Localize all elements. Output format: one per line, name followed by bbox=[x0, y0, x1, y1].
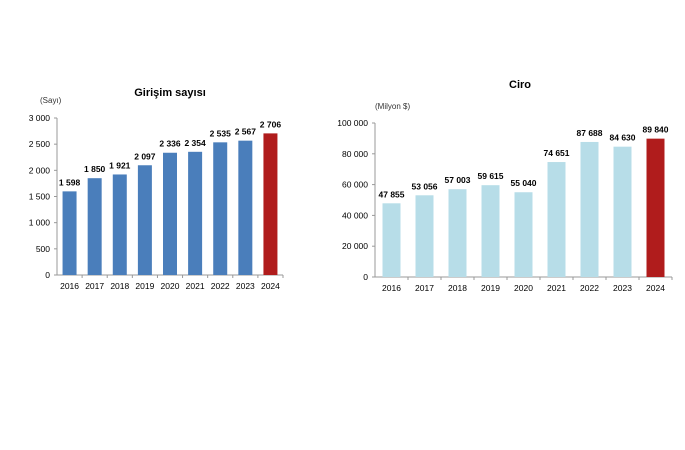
data-label: 57 003 bbox=[445, 175, 471, 185]
bar-2019 bbox=[137, 165, 152, 275]
y-axis-label: (Sayı) bbox=[40, 96, 62, 105]
bar-2023 bbox=[238, 140, 253, 275]
chart-title: Girişim sayısı bbox=[134, 87, 206, 99]
y-tick-label: 1 500 bbox=[29, 192, 51, 202]
x-tick-label: 2022 bbox=[211, 281, 230, 291]
bar-2021 bbox=[547, 162, 566, 277]
data-label: 89 840 bbox=[643, 125, 669, 135]
x-tick-label: 2019 bbox=[135, 281, 154, 291]
x-tick-label: 2019 bbox=[481, 283, 500, 293]
y-tick-label: 100 000 bbox=[337, 118, 368, 128]
x-tick-label: 2018 bbox=[110, 281, 129, 291]
y-tick-label: 3 000 bbox=[29, 113, 51, 123]
data-label: 2 097 bbox=[134, 151, 156, 161]
data-label: 2 567 bbox=[235, 127, 257, 137]
data-label: 53 056 bbox=[412, 181, 438, 191]
bar-2016 bbox=[62, 191, 77, 275]
data-label: 55 040 bbox=[511, 178, 537, 188]
y-tick-label: 80 000 bbox=[342, 149, 368, 159]
x-tick-label: 2023 bbox=[613, 283, 632, 293]
bar-2017 bbox=[415, 195, 434, 277]
y-tick-label: 0 bbox=[45, 270, 50, 280]
bar-2018 bbox=[448, 189, 467, 277]
bar-2017 bbox=[87, 178, 102, 275]
data-label: 2 535 bbox=[210, 128, 232, 138]
bar-2024 bbox=[263, 133, 278, 275]
x-tick-label: 2024 bbox=[646, 283, 665, 293]
data-label: 1 598 bbox=[59, 177, 81, 187]
x-tick-label: 2016 bbox=[382, 283, 401, 293]
data-label: 59 615 bbox=[478, 171, 504, 181]
data-label: 47 855 bbox=[379, 189, 405, 199]
data-label: 87 688 bbox=[577, 128, 603, 138]
bar-2023 bbox=[613, 146, 632, 277]
x-tick-label: 2017 bbox=[415, 283, 434, 293]
chart-title: Ciro bbox=[509, 79, 531, 91]
x-tick-label: 2020 bbox=[161, 281, 180, 291]
x-tick-label: 2023 bbox=[236, 281, 255, 291]
y-tick-label: 500 bbox=[36, 244, 50, 254]
bar-2022 bbox=[580, 141, 599, 277]
data-label: 84 630 bbox=[610, 133, 636, 143]
x-tick-label: 2024 bbox=[261, 281, 280, 291]
x-tick-label: 2018 bbox=[448, 283, 467, 293]
x-tick-label: 2020 bbox=[514, 283, 533, 293]
data-label: 74 651 bbox=[544, 148, 570, 158]
data-label: 2 354 bbox=[184, 138, 206, 148]
y-tick-label: 1 000 bbox=[29, 218, 51, 228]
x-tick-label: 2021 bbox=[186, 281, 205, 291]
data-label: 1 850 bbox=[84, 164, 106, 174]
data-label: 1 921 bbox=[109, 160, 131, 170]
bar-2016 bbox=[382, 203, 401, 277]
bar-2024 bbox=[646, 138, 665, 277]
x-tick-label: 2021 bbox=[547, 283, 566, 293]
bar-2020 bbox=[514, 192, 533, 277]
x-tick-label: 2016 bbox=[60, 281, 79, 291]
bar-2021 bbox=[188, 151, 203, 275]
y-tick-label: 0 bbox=[363, 272, 368, 282]
y-axis-label: (Milyon $) bbox=[375, 102, 410, 111]
y-tick-label: 40 000 bbox=[342, 210, 368, 220]
bar-2022 bbox=[213, 142, 228, 275]
y-tick-label: 2 000 bbox=[29, 165, 51, 175]
x-tick-label: 2022 bbox=[580, 283, 599, 293]
y-tick-label: 60 000 bbox=[342, 180, 368, 190]
bar-2020 bbox=[163, 152, 177, 275]
bar-2019 bbox=[481, 185, 500, 277]
bar-2018 bbox=[112, 174, 127, 275]
data-label: 2 336 bbox=[159, 139, 181, 149]
y-tick-label: 20 000 bbox=[342, 241, 368, 251]
y-tick-label: 2 500 bbox=[29, 139, 51, 149]
data-label: 2 706 bbox=[260, 119, 282, 129]
x-tick-label: 2017 bbox=[85, 281, 104, 291]
